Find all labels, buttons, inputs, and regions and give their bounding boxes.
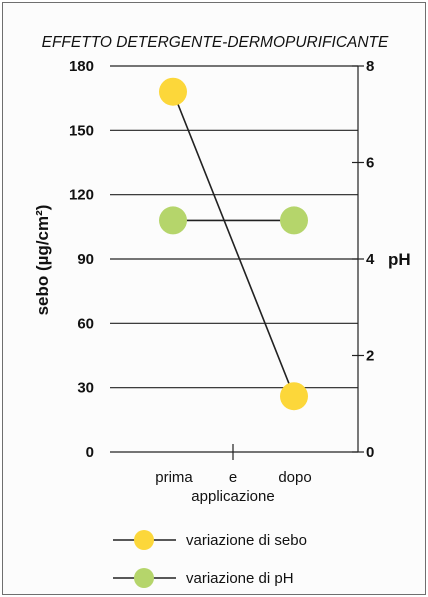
- y-tick-label-150: 150: [69, 122, 94, 139]
- y-axis-label: sebo (µg/cm²): [33, 205, 52, 316]
- y-tick-label-60: 60: [77, 315, 94, 332]
- x-axis-label: applicazione: [191, 488, 274, 505]
- y-tick-label-120: 120: [69, 187, 94, 204]
- series-layer: [159, 77, 308, 411]
- y2-tick-label-8: 8: [366, 58, 374, 75]
- axes: [110, 66, 359, 460]
- y-tick-label-90: 90: [77, 251, 94, 268]
- y2-axis-label: pH: [388, 250, 411, 269]
- right-axis-ticks: 0 2 4 6 8: [352, 58, 375, 461]
- y2-tick-label-0: 0: [366, 444, 374, 461]
- left-axis-ticks: 0 30 60 90 120 150 180: [69, 58, 94, 461]
- series-1-point-dopo: [280, 206, 308, 235]
- x-connector-label: e: [229, 469, 237, 486]
- legend-label-ph: variazione di pH: [186, 570, 294, 587]
- legend-marker-sebo: [134, 530, 154, 550]
- series-line-0: [172, 91, 295, 397]
- series-1-point-prima: [159, 206, 187, 235]
- x-tick-label-dopo: dopo: [278, 469, 311, 486]
- y2-tick-label-4: 4: [366, 251, 375, 268]
- y-tick-label-180: 180: [69, 58, 94, 75]
- legend-marker-ph: [134, 568, 154, 588]
- y2-tick-label-2: 2: [366, 348, 374, 365]
- gridlines: [110, 65, 358, 389]
- legend-label-sebo: variazione di sebo: [186, 532, 307, 549]
- x-tick-label-prima: prima: [155, 469, 193, 486]
- y2-tick-label-6: 6: [366, 155, 374, 172]
- chart-title: EFFETTO DETERGENTE-DERMOPURIFICANTE: [42, 34, 389, 51]
- y-tick-label-30: 30: [77, 380, 94, 397]
- series-0-point-dopo: [280, 382, 308, 411]
- legend: variazione di sebo variazione di pH: [113, 530, 307, 588]
- y-tick-label-0: 0: [86, 444, 94, 461]
- series-0-point-prima: [159, 77, 187, 106]
